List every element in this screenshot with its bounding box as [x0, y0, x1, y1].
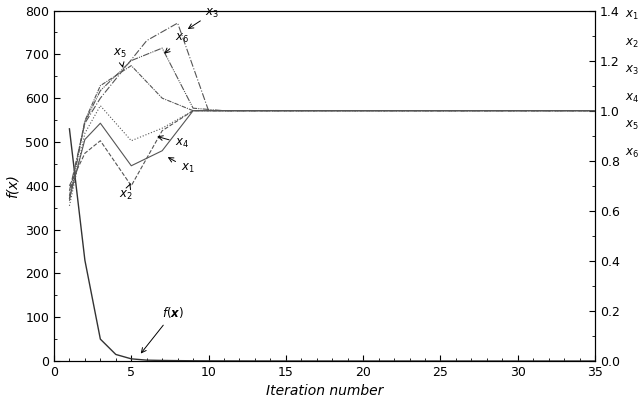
Y-axis label: f(x): f(x)	[6, 174, 19, 198]
Text: $x_3$: $x_3$	[625, 64, 639, 77]
Text: $x_2$: $x_2$	[119, 184, 133, 202]
Text: $f(\boldsymbol{x})$: $f(\boldsymbol{x})$	[141, 305, 184, 353]
X-axis label: Iteration number: Iteration number	[266, 385, 383, 398]
Text: $x_5$: $x_5$	[625, 119, 639, 132]
Text: $x_2$: $x_2$	[625, 36, 639, 50]
Text: $x_3$: $x_3$	[189, 6, 220, 29]
Text: $x_4$: $x_4$	[625, 92, 639, 105]
Text: $x_5$: $x_5$	[113, 46, 126, 67]
Text: $x_6$: $x_6$	[625, 147, 639, 160]
Text: $x_6$: $x_6$	[165, 32, 189, 53]
Text: $x_1$: $x_1$	[169, 158, 195, 175]
Text: $x_4$: $x_4$	[158, 136, 189, 150]
Text: $x_1$: $x_1$	[625, 9, 639, 22]
